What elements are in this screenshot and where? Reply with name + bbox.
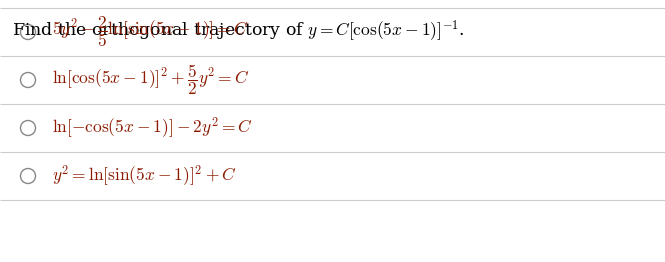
Text: $\ln[-\cos(5x - 1)] - 2y^2 = C$: $\ln[-\cos(5x - 1)] - 2y^2 = C$ [52,116,253,140]
Text: $\ln [\cos(5x - 1)]^2 + \dfrac{5}{2}y^2 = C$: $\ln [\cos(5x - 1)]^2 + \dfrac{5}{2}y^2 … [52,63,249,97]
Text: $y^2 = \ln [\sin(5x - 1)]^2 + C$: $y^2 = \ln [\sin(5x - 1)]^2 + C$ [52,163,237,188]
Text: Find the orthogonal trajectory of $y = C[\cos(5x-1)]^{-1}$.: Find the orthogonal trajectory of $y = C… [12,18,465,43]
Text: $5y^2 - \dfrac{2}{5}\ln[\sin(5x - 1)] = C$: $5y^2 - \dfrac{2}{5}\ln[\sin(5x - 1)] = … [52,15,249,49]
